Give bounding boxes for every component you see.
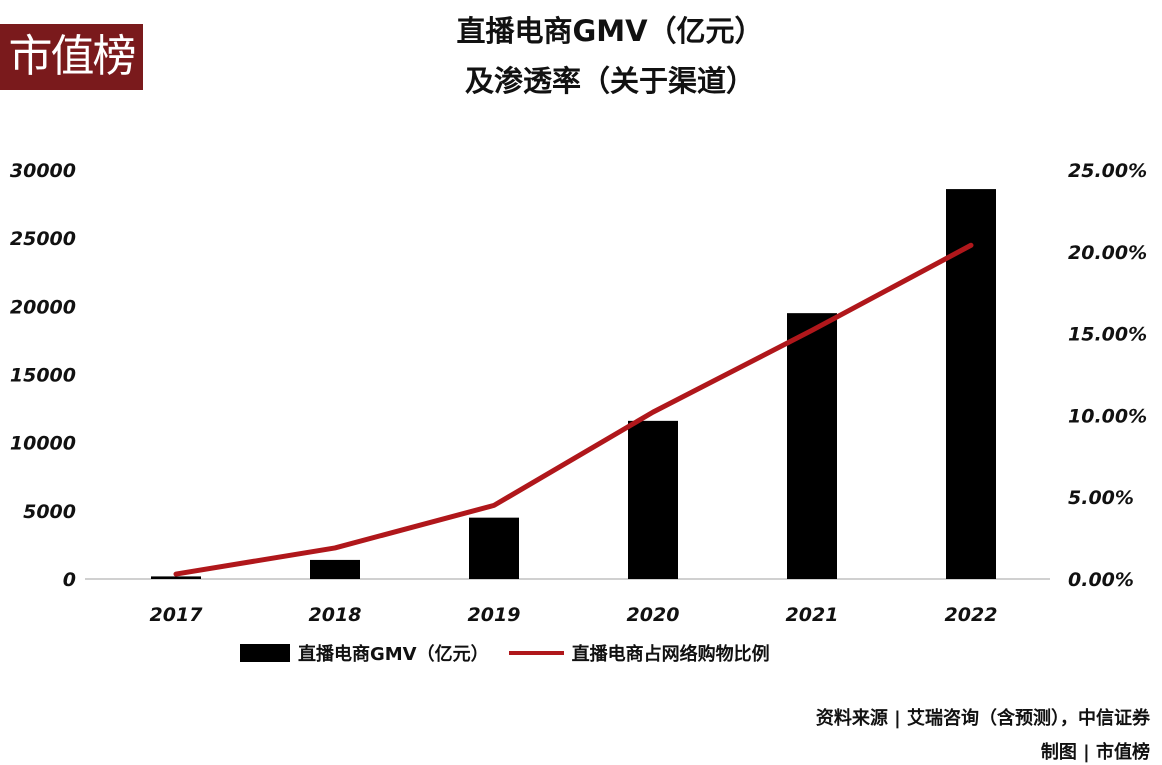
y-right-tick-label: 20.00% <box>1068 242 1147 264</box>
source-note: 资料来源 | 艾瑞咨询（含预测），中信证券 <box>815 708 1150 729</box>
bar-gmv-2017 <box>151 576 201 579</box>
y-left-tick-label: 0 <box>63 569 76 591</box>
y-right-tick-label: 15.00% <box>1068 324 1147 346</box>
chart-title-line1: 直播电商GMV（亿元） <box>456 14 764 48</box>
y-left-tick-label: 10000 <box>10 433 76 455</box>
bar-gmv-2020 <box>628 420 678 579</box>
bar-gmv-2021 <box>787 313 837 579</box>
y-right-tick-label: 0.00% <box>1068 569 1134 591</box>
chart: 0 5000 10000 15000 20000 25000 30000 0.00% 5.00%… <box>10 160 1147 626</box>
y-right-tick-label: 10.00% <box>1068 405 1147 427</box>
y-right-tick-label: 25.00% <box>1068 160 1147 182</box>
legend-label-gmv: 直播电商GMV（亿元） <box>298 644 489 665</box>
y-left-tick-label: 20000 <box>10 296 76 318</box>
y-left-tick-label: 5000 <box>23 501 76 523</box>
y-right-tick-label: 5.00% <box>1068 487 1134 509</box>
legend: 直播电商GMV（亿元） 直播电商占网络购物比例 <box>240 640 770 666</box>
legend-swatch-line <box>508 651 564 655</box>
legend-swatch-bar <box>240 644 290 662</box>
line-share-series <box>173 242 974 577</box>
bar-gmv-2018 <box>310 559 360 579</box>
y-left-tick-label: 25000 <box>10 228 76 250</box>
legend-label-share: 直播电商占网络购物比例 <box>571 644 770 665</box>
logo: 市值榜 <box>0 24 143 90</box>
chart-title-line2: 及渗透率（关于渠道） <box>464 64 755 98</box>
x-tick-label: 2017 <box>150 604 204 626</box>
credit-note: 制图 | 市值榜 <box>1040 742 1150 763</box>
y-left-tick-label: 15000 <box>10 365 76 387</box>
bar-gmv-2019 <box>469 517 519 579</box>
y-left-tick-label: 30000 <box>10 160 76 182</box>
x-tick-label: 2021 <box>786 604 839 626</box>
x-tick-label: 2022 <box>945 604 998 626</box>
x-tick-label: 2019 <box>468 604 521 626</box>
x-tick-label: 2018 <box>309 604 362 626</box>
x-tick-label: 2020 <box>627 604 680 626</box>
